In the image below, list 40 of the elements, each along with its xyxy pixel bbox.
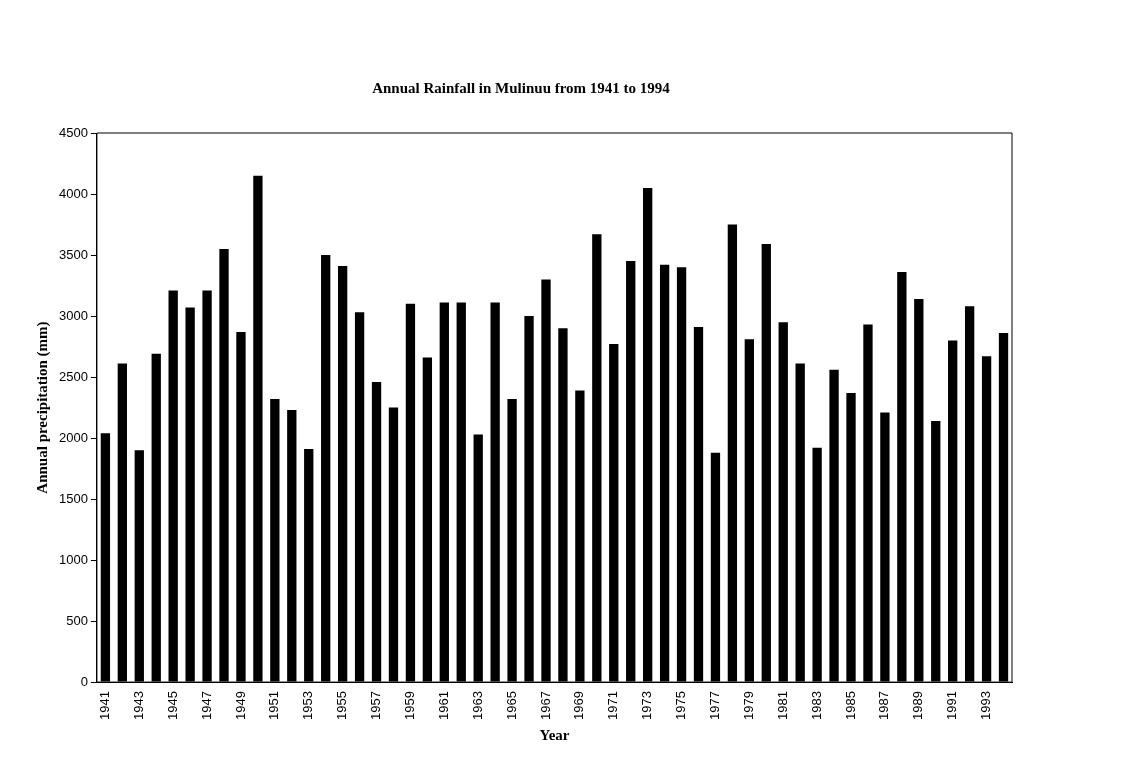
x-tick-label: 1947 [198,691,214,720]
y-tick-label: 2000 [59,429,88,445]
y-tick-label: 1500 [59,490,88,506]
x-tick-label: 1985 [842,691,858,720]
x-tick-label: 1971 [605,691,621,720]
x-tick-label: 1979 [740,691,756,720]
y-tick-label: 0 [80,673,88,689]
y-tick-label: 3000 [59,307,88,323]
x-tick-label: 1969 [571,691,587,720]
x-tick-label: 1981 [774,691,790,720]
x-tick-label: 1973 [639,691,655,720]
x-tick-label: 1987 [876,691,892,720]
y-tick-label: 2500 [59,368,88,384]
y-tick-label: 3500 [59,246,88,262]
x-tick-label: 1983 [808,691,824,720]
x-tick-label: 1959 [402,691,417,720]
y-tick-label: 4000 [59,185,88,201]
chart-title: Annual Rainfall in Mulinuu from 1941 to 1994 [372,79,671,96]
x-tick-label: 1977 [707,691,723,720]
x-tick-label: 1975 [673,691,689,720]
x-tick-label: 1967 [537,691,553,720]
y-tick-label: 1000 [59,551,88,567]
x-axis-title: Year [539,726,570,743]
x-tick-label: 1945 [164,691,180,720]
x-tick-label: 1949 [232,691,248,720]
y-axis-title: Annual precipitation (mm) [33,321,51,494]
x-tick-label: 1953 [300,691,316,720]
x-tick-label: 1989 [910,691,926,720]
x-tick-label: 1991 [944,691,960,720]
x-tick-label: 1993 [978,691,994,720]
x-tick-label: 1957 [368,691,384,720]
x-tick-label: 1941 [96,691,112,720]
x-tick-label: 1955 [334,691,350,720]
x-tick-label: 1943 [130,691,146,720]
y-tick-label: 4500 [59,124,88,140]
y-tick-label: 500 [66,612,88,628]
x-tick-label: 1951 [266,691,282,720]
x-tick-label: 1965 [503,691,519,720]
x-tick-label: 1961 [435,691,451,720]
x-tick-label: 1963 [469,691,485,720]
